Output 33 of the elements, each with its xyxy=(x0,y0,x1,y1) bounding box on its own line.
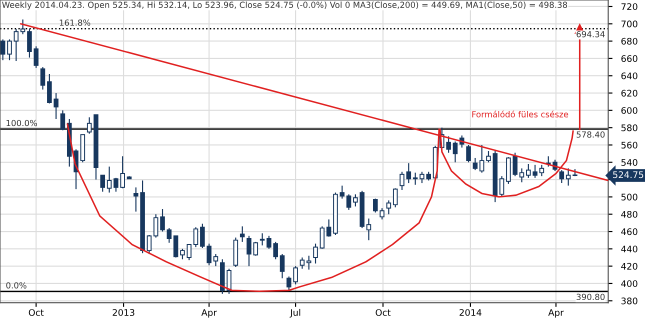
y-tick-label: 640 xyxy=(621,72,638,80)
y-tick-label: 380 xyxy=(621,298,638,304)
x-tick-label: Oct xyxy=(28,309,44,316)
y-tick-label: 720 xyxy=(621,3,638,10)
annotation: 100.0% xyxy=(6,120,38,126)
y-tick-label: 560 xyxy=(621,142,638,149)
ref-line-label: 578.40 xyxy=(576,131,605,138)
x-tick-label: Apr xyxy=(201,309,217,318)
x-tick-label: 2014 xyxy=(460,309,482,316)
y-tick-label: 580 xyxy=(621,124,638,132)
y-tick-label: 660 xyxy=(621,55,638,62)
x-tick-label: Oct xyxy=(376,309,391,316)
chart-title: Weekly 2014.04.23. Open 525.34, Hi 532.14, Lo 523.96, Close 524.75 (-0.0%) Vol 0 MA3(Close,200) = 449.69, MA1(Close,50) = 498.38 xyxy=(2,2,568,10)
x-tick-label: 2013 xyxy=(112,309,134,316)
y-tick-label: 500 xyxy=(621,194,638,200)
y-tick-label: 480 xyxy=(621,210,638,218)
y-tick-label: 680 xyxy=(621,38,638,45)
annotation: 161.8% xyxy=(60,19,90,26)
y-tick-label: 540 xyxy=(621,159,638,166)
ref-line-label: 694.34 xyxy=(576,31,605,38)
text: 524.75 xyxy=(613,171,644,178)
y-tick-label: 440 xyxy=(621,246,638,252)
annotation: Formálódó füles csésze xyxy=(472,110,568,118)
annotation: 0.0% xyxy=(6,282,26,289)
x-tick-label: Jul xyxy=(290,308,300,318)
ref-line-label: 390.80 xyxy=(576,294,605,300)
x-tick-label: Apr xyxy=(548,309,564,318)
y-tick-label: 400 xyxy=(621,280,638,288)
y-tick-label: 460 xyxy=(621,228,638,236)
y-tick-label: 600 xyxy=(621,107,638,114)
y-tick-label: 620 xyxy=(621,90,638,97)
y-tick-label: 420 xyxy=(621,262,638,270)
y-tick-label: 700 xyxy=(621,20,638,28)
